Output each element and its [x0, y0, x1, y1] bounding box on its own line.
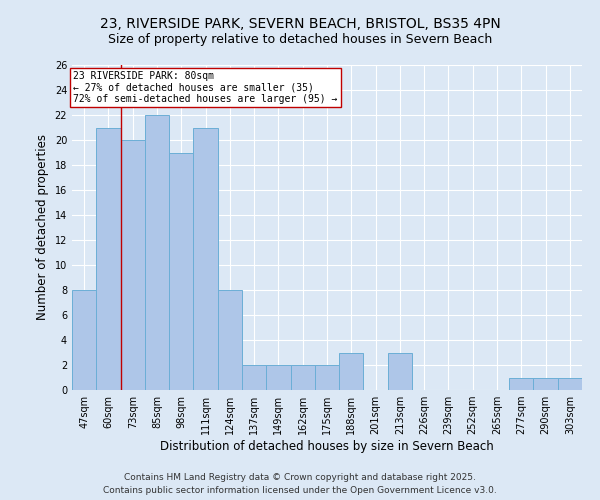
Bar — [242, 365, 266, 390]
Bar — [266, 365, 290, 390]
Bar — [218, 290, 242, 390]
Bar — [315, 365, 339, 390]
Bar — [193, 128, 218, 390]
Bar — [145, 115, 169, 390]
Bar — [290, 365, 315, 390]
Bar — [558, 378, 582, 390]
Bar — [121, 140, 145, 390]
Bar — [72, 290, 96, 390]
Bar — [509, 378, 533, 390]
Bar — [339, 352, 364, 390]
Text: Size of property relative to detached houses in Severn Beach: Size of property relative to detached ho… — [108, 32, 492, 46]
Bar — [96, 128, 121, 390]
Text: 23 RIVERSIDE PARK: 80sqm
← 27% of detached houses are smaller (35)
72% of semi-d: 23 RIVERSIDE PARK: 80sqm ← 27% of detach… — [73, 71, 338, 104]
Y-axis label: Number of detached properties: Number of detached properties — [36, 134, 49, 320]
Text: 23, RIVERSIDE PARK, SEVERN BEACH, BRISTOL, BS35 4PN: 23, RIVERSIDE PARK, SEVERN BEACH, BRISTO… — [100, 18, 500, 32]
Bar — [388, 352, 412, 390]
Bar — [169, 152, 193, 390]
Text: Contains HM Land Registry data © Crown copyright and database right 2025.
Contai: Contains HM Land Registry data © Crown c… — [103, 474, 497, 495]
Bar — [533, 378, 558, 390]
X-axis label: Distribution of detached houses by size in Severn Beach: Distribution of detached houses by size … — [160, 440, 494, 453]
